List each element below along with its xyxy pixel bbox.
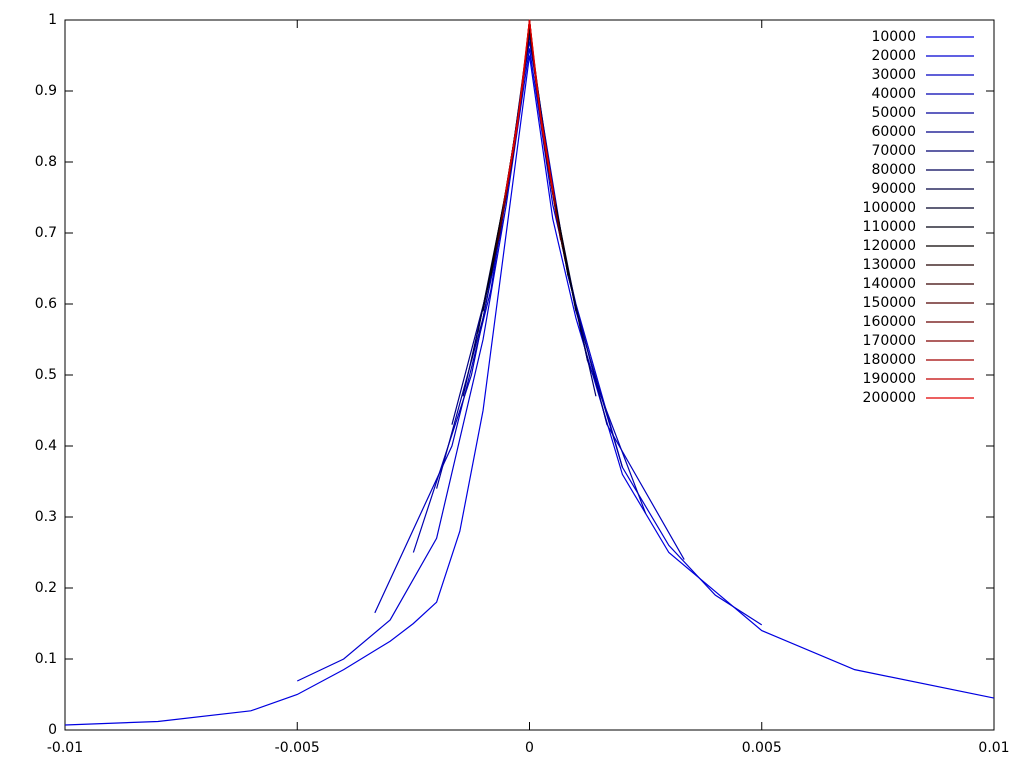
y-tick-label: 1 bbox=[48, 12, 57, 28]
series-line bbox=[505, 19, 554, 191]
legend-label: 190000 bbox=[863, 371, 916, 387]
y-tick-label: 0.5 bbox=[35, 367, 57, 383]
y-tick-label: 0.8 bbox=[35, 154, 57, 170]
x-tick-label: 0.01 bbox=[978, 740, 1009, 756]
x-tick-label: 0.005 bbox=[742, 740, 782, 756]
y-tick-label: 0.1 bbox=[35, 651, 57, 667]
legend-label: 150000 bbox=[863, 295, 916, 311]
legend-label: 80000 bbox=[871, 162, 916, 178]
series-line bbox=[451, 34, 608, 425]
series-line bbox=[470, 27, 589, 361]
y-tick-label: 0.7 bbox=[35, 225, 57, 241]
legend-label: 130000 bbox=[863, 257, 916, 273]
legend-label: 140000 bbox=[863, 276, 916, 292]
legend-label: 200000 bbox=[863, 390, 916, 406]
legend-label: 30000 bbox=[871, 67, 916, 83]
legend-label: 170000 bbox=[863, 333, 916, 349]
series-line bbox=[412, 34, 647, 553]
y-tick-label: 0 bbox=[48, 722, 57, 738]
legend-label: 90000 bbox=[871, 181, 916, 197]
series-line bbox=[477, 27, 582, 333]
plot-frame bbox=[64, 19, 995, 731]
legend-label: 160000 bbox=[863, 314, 916, 330]
y-tick-label: 0.6 bbox=[35, 296, 57, 312]
series-line bbox=[486, 27, 573, 290]
series-line bbox=[504, 19, 555, 198]
legend-label: 70000 bbox=[871, 143, 916, 159]
legend-label: 100000 bbox=[863, 200, 916, 216]
series-line bbox=[502, 19, 557, 205]
series-line bbox=[490, 27, 569, 276]
legend-label: 110000 bbox=[863, 219, 916, 235]
y-tick-label: 0.9 bbox=[35, 83, 57, 99]
legend-label: 40000 bbox=[871, 86, 916, 102]
legend-label: 120000 bbox=[863, 238, 916, 254]
legend-label: 10000 bbox=[871, 29, 916, 45]
legend-label: 60000 bbox=[871, 124, 916, 140]
legend-label: 50000 bbox=[871, 105, 916, 121]
x-tick-label: 0 bbox=[525, 740, 534, 756]
y-tick-label: 0.4 bbox=[35, 438, 57, 454]
legend-label: 180000 bbox=[863, 352, 916, 368]
series-line bbox=[64, 55, 995, 726]
legend-label: 20000 bbox=[871, 48, 916, 64]
y-tick-label: 0.3 bbox=[35, 509, 57, 525]
x-tick-label: -0.01 bbox=[47, 740, 83, 756]
series-line bbox=[296, 48, 763, 682]
y-tick-label: 0.2 bbox=[35, 580, 57, 596]
x-tick-label: -0.005 bbox=[275, 740, 320, 756]
series-line bbox=[482, 27, 577, 312]
